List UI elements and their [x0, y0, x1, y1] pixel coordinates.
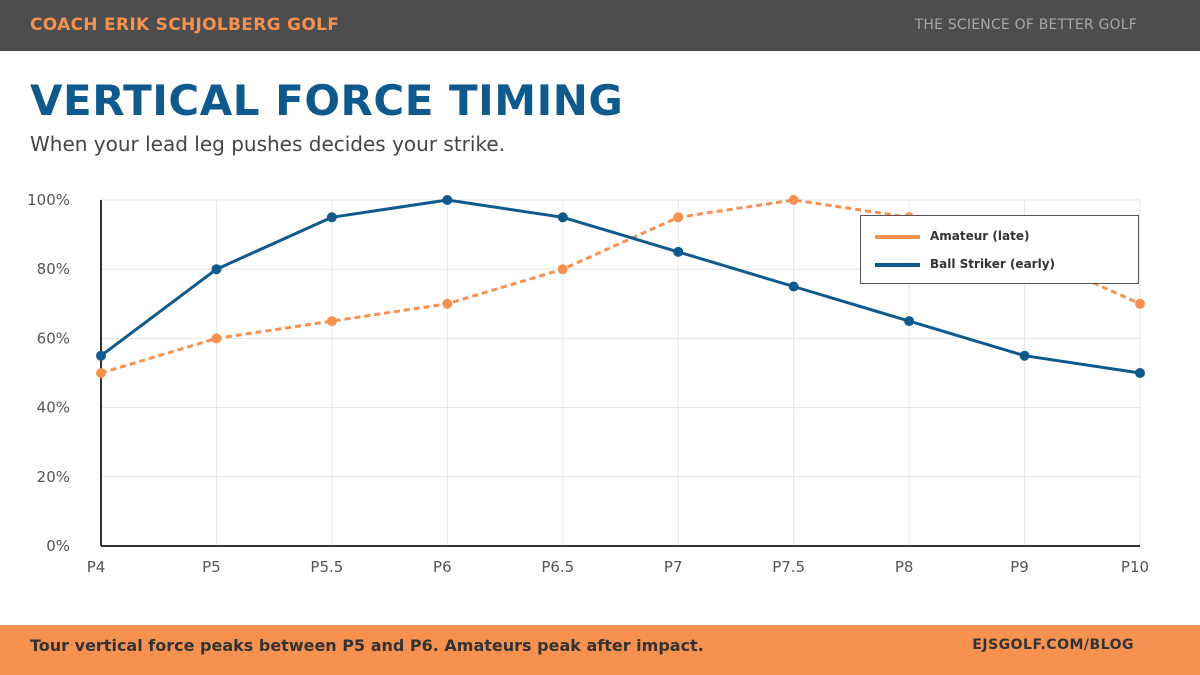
data-point-ball-striker — [96, 350, 106, 361]
data-point-amateur — [673, 212, 684, 223]
data-point-amateur — [211, 333, 222, 344]
y-tick-label: 20% — [37, 468, 70, 486]
chart-subtitle: When your lead leg pushes decides your s… — [30, 132, 505, 156]
data-point-ball-striker — [557, 212, 568, 223]
legend-label-ball-striker: Ball Striker (early) — [930, 257, 1056, 271]
data-point-amateur — [326, 316, 337, 327]
x-tick-label: P9 — [1010, 558, 1029, 576]
x-tick-label: P4 — [87, 558, 106, 576]
data-point-amateur — [788, 195, 799, 205]
data-point-ball-striker — [442, 195, 453, 205]
x-tick-label: P6 — [433, 558, 452, 576]
x-tick-label: P6.5 — [541, 558, 574, 576]
data-point-ball-striker — [211, 264, 222, 275]
x-tick-label: P7.5 — [772, 558, 805, 576]
y-tick-label: 100% — [27, 191, 70, 209]
data-point-ball-striker — [673, 246, 684, 257]
data-point-ball-striker — [1135, 368, 1145, 378]
data-point-ball-striker — [1019, 350, 1030, 361]
chart-title: VERTICAL FORCE TIMING — [30, 76, 624, 125]
x-tick-label: P8 — [895, 558, 914, 576]
x-tick-label: P5.5 — [310, 558, 343, 576]
footer-link[interactable]: EJSGOLF.COM/BLOG — [972, 637, 1134, 653]
legend-swatch-ball-striker — [875, 263, 920, 267]
data-point-amateur — [1135, 298, 1145, 309]
footer-bar: Tour vertical force peaks between P5 and… — [0, 625, 1200, 675]
series-line-ball-striker — [100, 198, 1141, 375]
chart-legend: Amateur (late) Ball Striker (early) — [860, 215, 1139, 284]
legend-label-amateur: Amateur (late) — [930, 229, 1030, 243]
brand-name: COACH ERIK SCHJOLBERG GOLF — [30, 15, 340, 35]
data-point-amateur — [442, 298, 453, 309]
footer-note: Tour vertical force peaks between P5 and… — [30, 636, 704, 655]
data-point-amateur — [557, 264, 568, 275]
data-point-ball-striker — [788, 281, 799, 292]
data-point-ball-striker — [326, 212, 337, 223]
y-tick-label: 60% — [37, 329, 70, 347]
x-tick-label: P5 — [202, 558, 221, 576]
x-tick-label: P7 — [664, 558, 683, 576]
brand-tagline: THE SCIENCE OF BETTER GOLF — [914, 17, 1137, 33]
y-tick-label: 40% — [37, 399, 70, 417]
data-point-amateur — [96, 368, 106, 378]
y-tick-label: 0% — [46, 537, 70, 555]
data-point-ball-striker — [904, 316, 915, 327]
legend-swatch-amateur — [875, 235, 920, 239]
x-tick-label: P10 — [1121, 558, 1149, 576]
y-tick-label: 80% — [37, 260, 70, 278]
header-bar: COACH ERIK SCHJOLBERG GOLF THE SCIENCE O… — [0, 0, 1200, 51]
